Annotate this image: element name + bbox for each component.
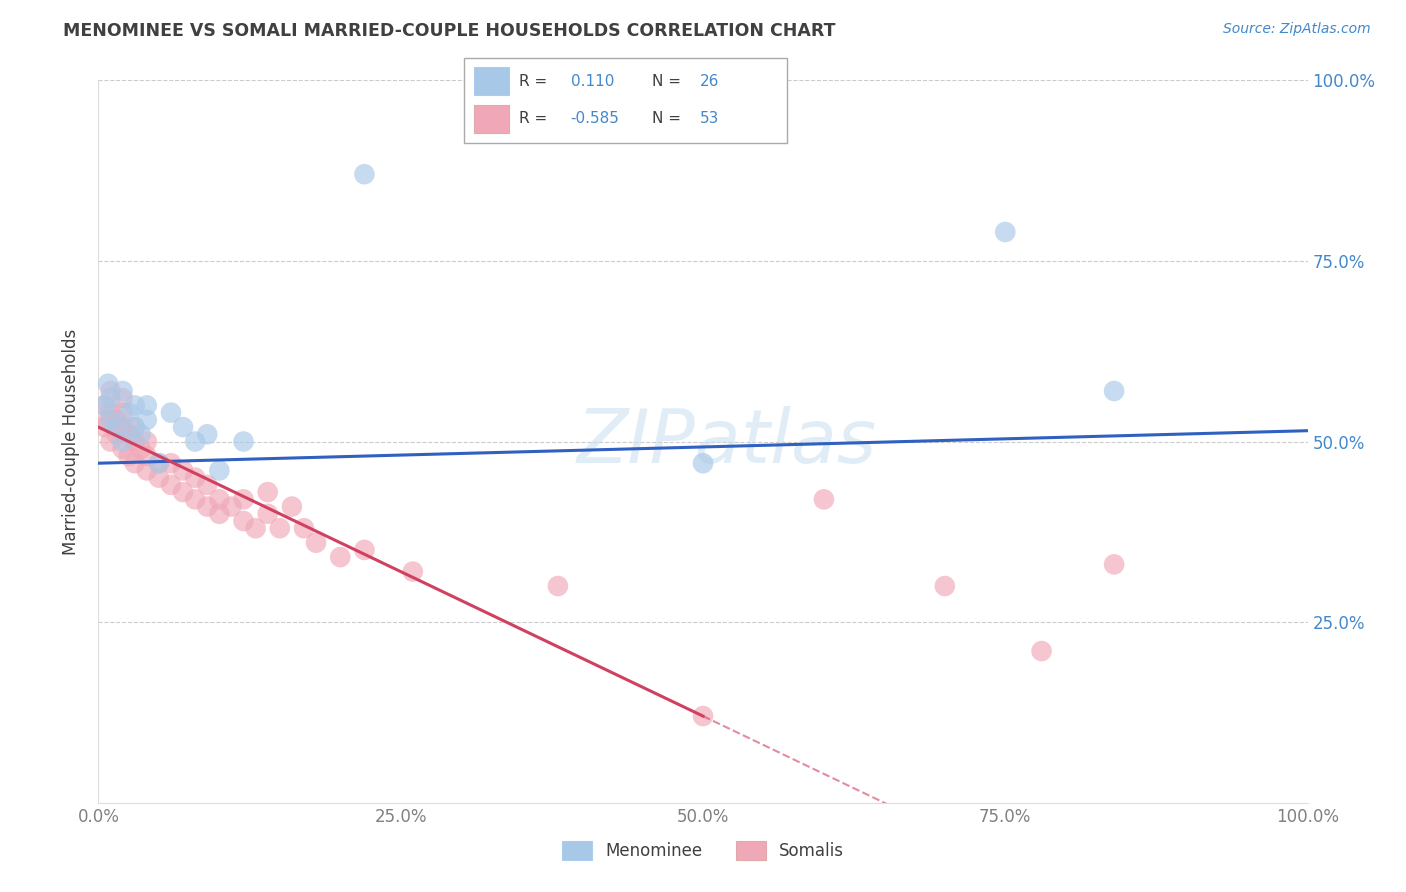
Point [256, 485, 278, 500]
Point [1102, 558, 1125, 572]
Point [813, 492, 835, 507]
Point [208, 463, 231, 477]
Text: N =: N = [651, 112, 681, 126]
Point [195, 500, 218, 514]
Point [111, 442, 134, 456]
Text: ZIPatlas: ZIPatlas [576, 406, 877, 477]
Point [93, 398, 115, 412]
Point [135, 434, 157, 449]
Y-axis label: Married-couple Households: Married-couple Households [62, 328, 80, 555]
Point [129, 442, 152, 456]
Legend: Menominee, Somalis: Menominee, Somalis [555, 835, 851, 867]
Point [100, 406, 122, 420]
Point [232, 434, 254, 449]
Text: R =: R = [519, 74, 547, 89]
Point [402, 565, 425, 579]
Point [1031, 644, 1053, 658]
Point [111, 406, 134, 420]
Point [329, 550, 352, 565]
Point [111, 434, 134, 449]
Point [232, 514, 254, 528]
Point [160, 406, 183, 420]
Point [160, 478, 183, 492]
Point [105, 427, 128, 442]
Point [124, 420, 146, 434]
Point [148, 456, 170, 470]
Point [305, 535, 328, 549]
Point [111, 384, 134, 398]
Bar [474, 67, 509, 95]
Text: 0.110: 0.110 [571, 74, 614, 89]
Point [135, 413, 157, 427]
Point [148, 470, 170, 484]
Point [118, 406, 141, 420]
Point [172, 420, 194, 434]
Point [97, 413, 120, 427]
Point [692, 709, 714, 723]
Point [105, 413, 128, 427]
Point [148, 456, 170, 470]
Point [100, 384, 122, 398]
Point [208, 492, 231, 507]
Point [994, 225, 1017, 239]
Point [124, 398, 146, 412]
Point [692, 456, 714, 470]
Point [245, 521, 267, 535]
Point [124, 420, 146, 434]
Point [93, 420, 115, 434]
Point [124, 434, 146, 449]
Point [135, 449, 157, 463]
Point [353, 542, 375, 557]
Point [184, 492, 207, 507]
Point [100, 434, 122, 449]
Point [160, 456, 183, 470]
Point [208, 507, 231, 521]
Text: -0.585: -0.585 [571, 112, 620, 126]
Point [195, 478, 218, 492]
Text: Source: ZipAtlas.com: Source: ZipAtlas.com [1223, 22, 1371, 37]
Text: N =: N = [651, 74, 681, 89]
Text: 53: 53 [700, 112, 720, 126]
Text: MENOMINEE VS SOMALI MARRIED-COUPLE HOUSEHOLDS CORRELATION CHART: MENOMINEE VS SOMALI MARRIED-COUPLE HOUSE… [63, 22, 835, 40]
Point [281, 500, 304, 514]
Point [269, 521, 291, 535]
Point [172, 485, 194, 500]
Point [195, 427, 218, 442]
Point [97, 376, 120, 391]
Point [172, 463, 194, 477]
Point [118, 449, 141, 463]
Point [135, 398, 157, 412]
Point [232, 492, 254, 507]
Point [221, 500, 243, 514]
Point [292, 521, 315, 535]
Point [111, 391, 134, 405]
Point [135, 463, 157, 477]
Point [184, 470, 207, 484]
Point [353, 167, 375, 181]
Point [100, 391, 122, 405]
Text: R =: R = [519, 112, 547, 126]
Point [547, 579, 569, 593]
Point [118, 427, 141, 442]
Point [105, 420, 128, 434]
Point [934, 579, 956, 593]
Text: 26: 26 [700, 74, 720, 89]
Point [184, 434, 207, 449]
Point [124, 456, 146, 470]
Point [100, 413, 122, 427]
Point [93, 398, 115, 412]
Bar [474, 104, 509, 133]
Point [1102, 384, 1125, 398]
Point [256, 507, 278, 521]
Point [111, 420, 134, 434]
Point [129, 427, 152, 442]
